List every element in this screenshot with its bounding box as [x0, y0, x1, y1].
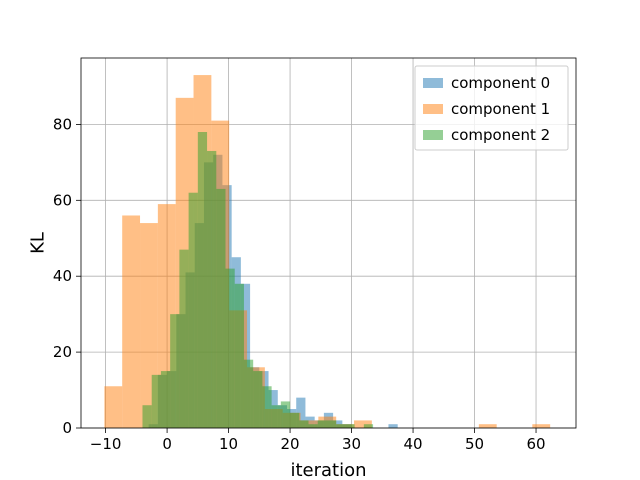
histogram-bar — [317, 420, 327, 428]
histogram-bar — [225, 268, 235, 428]
histogram-bar — [271, 405, 281, 428]
series-2-bars — [142, 132, 374, 428]
histogram-bar — [345, 424, 355, 428]
histogram-bar — [234, 283, 244, 428]
x-tick-label: 30 — [342, 435, 361, 453]
histogram-bar — [290, 412, 300, 428]
x-tick-label: 40 — [404, 435, 423, 453]
histogram-bar — [478, 424, 497, 428]
y-tick-label: 40 — [53, 267, 72, 285]
histogram-bar — [299, 420, 309, 428]
axis-ticks: −10 0 10 20 30 40 50 60 0 20 40 60 80 — [53, 115, 546, 453]
histogram-bar — [243, 359, 254, 428]
legend-label: component 2 — [451, 126, 550, 144]
legend-swatch — [423, 78, 443, 88]
x-axis-label: iteration — [290, 460, 366, 480]
x-tick-label: 10 — [219, 435, 238, 453]
y-tick-label: 60 — [53, 191, 72, 209]
histogram-bar — [336, 424, 346, 428]
histogram-bar — [253, 371, 263, 428]
histogram-bar — [326, 420, 337, 428]
x-tick-label: 20 — [281, 435, 300, 453]
histogram-bar — [388, 424, 398, 428]
x-tick-label: 0 — [162, 435, 172, 453]
histogram-bar — [532, 424, 551, 428]
legend-label: component 0 — [451, 74, 550, 92]
legend-swatch — [423, 104, 443, 114]
histogram-bar — [262, 386, 272, 428]
histogram-bar — [170, 314, 180, 428]
x-tick-label: −10 — [90, 435, 122, 453]
legend: component 0 component 1 component 2 — [414, 65, 569, 151]
histogram-bar — [296, 397, 306, 428]
x-tick-label: 60 — [526, 435, 545, 453]
histogram-bar — [207, 150, 217, 428]
histogram-bar — [104, 386, 123, 428]
plot-frame — [80, 57, 577, 429]
histogram-bar — [216, 188, 226, 428]
histogram-bar — [308, 424, 318, 428]
histogram-bar — [363, 424, 374, 428]
histogram-bar — [188, 192, 198, 428]
y-tick-label: 80 — [53, 115, 72, 133]
y-tick-label: 20 — [53, 343, 72, 361]
histogram-bars — [104, 75, 551, 429]
legend-box — [414, 65, 569, 151]
histogram-bar — [160, 371, 171, 428]
histogram-bar — [142, 405, 152, 428]
histogram-bar — [122, 215, 141, 428]
histogram-bar — [354, 420, 372, 428]
histogram-bar — [280, 401, 291, 428]
legend-label: component 1 — [451, 100, 550, 118]
y-axis-label: KL — [28, 232, 49, 254]
y-tick-label: 0 — [62, 419, 72, 437]
histogram-bar — [197, 132, 208, 428]
x-tick-label: 50 — [465, 435, 484, 453]
histogram-bar — [151, 374, 161, 428]
legend-swatch — [423, 130, 443, 140]
histogram-bar — [179, 249, 189, 428]
